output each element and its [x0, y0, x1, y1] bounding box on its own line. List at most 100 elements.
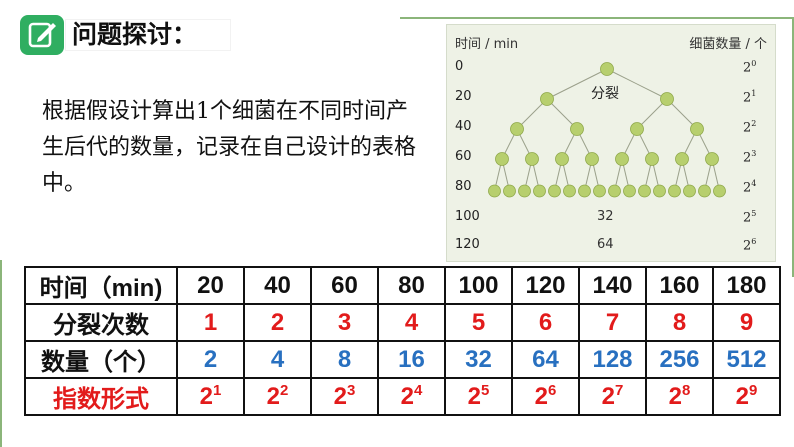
bacterium-node: [540, 92, 554, 106]
table-cell: 28: [645, 377, 714, 416]
bacterium-node: [623, 184, 636, 198]
figure-power-label: 25: [743, 209, 756, 225]
table-cell: 27: [578, 377, 647, 416]
table-cell: 9: [712, 303, 781, 342]
bacterium-node: [525, 152, 539, 166]
edit-badge: [20, 15, 64, 55]
power-exp: 3: [751, 149, 757, 158]
exp-base: 2: [534, 383, 548, 410]
table-cell: 3: [310, 303, 379, 342]
bacterium-node: [615, 152, 629, 166]
tree-branch: [546, 68, 608, 100]
power-base: 2: [743, 150, 752, 166]
table-cell: 16: [377, 340, 446, 379]
table-cell: 40: [243, 266, 312, 305]
exp-base: 2: [467, 383, 481, 410]
power-base: 2: [743, 180, 752, 196]
table-row-splits: 分裂次数 1 2 3 4 5 6 7 8 9: [24, 303, 781, 342]
figure-power-label: 21: [743, 89, 756, 105]
power-base: 2: [743, 210, 752, 226]
exp-base: 2: [601, 383, 615, 410]
table-cell: 2: [243, 303, 312, 342]
table-cell: 128: [578, 340, 647, 379]
page-title: 问题探讨：: [72, 20, 198, 49]
bacterium-node: [645, 152, 659, 166]
power-base: 2: [743, 60, 752, 76]
bacterium-node: [653, 184, 666, 198]
figure-power-label: 22: [743, 119, 756, 135]
table-cell: 7: [578, 303, 647, 342]
bacteria-division-figure: 时间 / min 细菌数量 / 个 分裂 0 20 20 21 40 22 60 23 80 24…: [446, 24, 776, 262]
tree-branch: [606, 68, 668, 100]
exp-base: 2: [668, 383, 682, 410]
bacterium-node: [705, 152, 719, 166]
power-exp: 4: [751, 179, 757, 188]
division-tree: [488, 62, 726, 198]
bacterium-node: [510, 122, 524, 136]
bacterium-node: [548, 184, 561, 198]
power-exp: 2: [751, 119, 757, 128]
problem-description: 根据假设计算出1个细菌在不同时间产生后代的数量，记录在自己设计的表格中。: [42, 99, 417, 196]
figure-time-header: 时间 / min: [455, 37, 519, 52]
table-cell: 140: [578, 266, 647, 305]
exp-power: 3: [347, 382, 356, 399]
bacterium-node: [495, 152, 509, 166]
table-cell: 4: [377, 303, 446, 342]
table-row-time: 时间（min) 20 40 60 80 100 120 140 160 180: [24, 266, 781, 305]
exp-base: 2: [199, 383, 213, 410]
edit-icon: [28, 22, 56, 48]
table-cell: 100: [444, 266, 513, 305]
figure-time-label: 0: [455, 59, 464, 74]
table-cell: 2: [176, 340, 245, 379]
table-cell: 160: [645, 266, 714, 305]
table-cell: 4: [243, 340, 312, 379]
bacterium-node: [608, 184, 621, 198]
table-cell: 5: [444, 303, 513, 342]
exp-base: 2: [735, 383, 749, 410]
table-cell: 180: [712, 266, 781, 305]
table-cell: 6: [511, 303, 580, 342]
table-row-exponent: 指数形式 21 22 23 24 25 26 27 28 29: [24, 377, 781, 416]
table-cell: 23: [310, 377, 379, 416]
power-exp: 5: [751, 209, 757, 218]
bacterium-node: [533, 184, 546, 198]
tree-branch: [666, 98, 698, 130]
figure-power-label: 23: [743, 149, 756, 165]
figure-time-label: 100: [455, 209, 480, 224]
split-label: 分裂: [591, 86, 619, 102]
power-base: 2: [743, 120, 752, 136]
row-header: 数量（个）: [24, 340, 178, 379]
row-header: 分裂次数: [24, 303, 178, 342]
power-base: 2: [743, 90, 752, 106]
tree-branch: [636, 98, 668, 130]
figure-count-header: 细菌数量 / 个: [689, 37, 767, 52]
exp-power: 4: [414, 382, 423, 399]
bacterium-node: [660, 92, 674, 106]
table-cell: 64: [511, 340, 580, 379]
frame-left-line: [0, 260, 2, 447]
bacterium-node: [503, 184, 516, 198]
power-base: 2: [743, 238, 752, 254]
table-cell: 512: [712, 340, 781, 379]
figure-time-label: 120: [455, 237, 480, 252]
bacterium-node: [638, 184, 651, 198]
table-cell: 120: [511, 266, 580, 305]
tree-branch: [516, 98, 548, 130]
power-exp: 1: [751, 89, 757, 98]
exp-power: 5: [481, 382, 490, 399]
bacterium-node: [698, 184, 711, 198]
bacterium-node: [585, 152, 599, 166]
figure-time-label: 20: [455, 89, 472, 104]
bacterium-node: [668, 184, 681, 198]
bacterium-node: [555, 152, 569, 166]
bacterium-node: [600, 62, 614, 76]
table-cell: 8: [645, 303, 714, 342]
table-row-quantity: 数量（个） 2 4 8 16 32 64 128 256 512: [24, 340, 781, 379]
frame-top-line: [400, 17, 794, 19]
figure-time-label: 80: [455, 179, 472, 194]
bacterium-node: [578, 184, 591, 198]
tree-branch: [546, 98, 578, 130]
figure-time-label: 40: [455, 119, 472, 134]
bacterium-node: [690, 122, 704, 136]
row-header: 指数形式: [24, 377, 178, 416]
